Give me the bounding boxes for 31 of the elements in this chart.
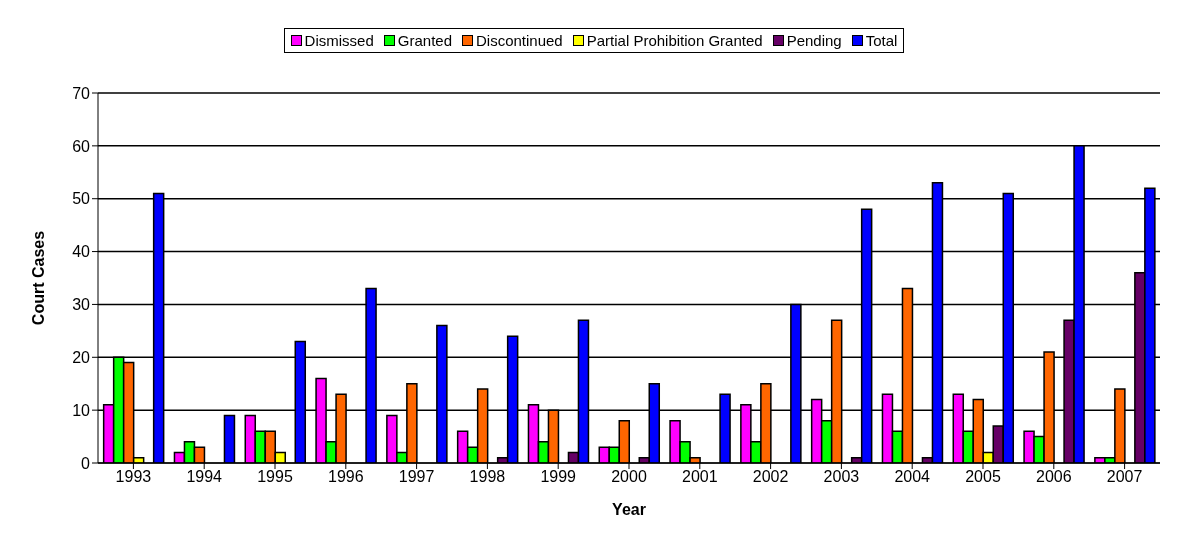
x-tick-label: 2005 bbox=[965, 468, 1001, 486]
legend-label: Pending bbox=[785, 32, 842, 49]
x-axis-title: Year bbox=[612, 501, 646, 518]
y-tick-label: 60 bbox=[72, 137, 91, 155]
y-tick-label: 40 bbox=[72, 243, 91, 261]
x-tick-label: 1996 bbox=[328, 468, 364, 486]
x-tick-label: 2002 bbox=[752, 468, 789, 486]
x-tick-label: 2000 bbox=[611, 468, 647, 486]
x-tick-label: 1997 bbox=[398, 468, 435, 486]
legend-label: Dismissed bbox=[303, 32, 374, 49]
y-tick-label: 20 bbox=[72, 348, 91, 366]
x-tick-label: 2001 bbox=[682, 468, 718, 486]
y-tick-label: 0 bbox=[81, 454, 91, 472]
y-tick-label: 30 bbox=[72, 296, 91, 314]
legend-label: Total bbox=[864, 32, 898, 49]
x-tick-label: 2007 bbox=[1106, 468, 1143, 486]
y-tick-label: 70 bbox=[72, 84, 91, 102]
y-tick-label: 10 bbox=[72, 401, 91, 419]
y-axis-title: Court Cases bbox=[29, 230, 47, 326]
x-tick-label: 2003 bbox=[823, 468, 860, 486]
legend-label: Granted bbox=[396, 32, 452, 49]
x-tick-label: 1995 bbox=[257, 468, 293, 486]
x-tick-label: 2004 bbox=[894, 468, 931, 486]
y-tick-label: 50 bbox=[72, 190, 91, 208]
legend-label: Partial Prohibition Granted bbox=[585, 32, 763, 49]
legend-label: Discontinued bbox=[475, 32, 563, 49]
x-tick-label: 1993 bbox=[115, 468, 152, 486]
x-tick-label: 1998 bbox=[469, 468, 506, 486]
x-tick-label: 1994 bbox=[186, 468, 223, 486]
x-tick-label: 2006 bbox=[1036, 468, 1072, 486]
x-tick-label: 1999 bbox=[540, 468, 577, 486]
